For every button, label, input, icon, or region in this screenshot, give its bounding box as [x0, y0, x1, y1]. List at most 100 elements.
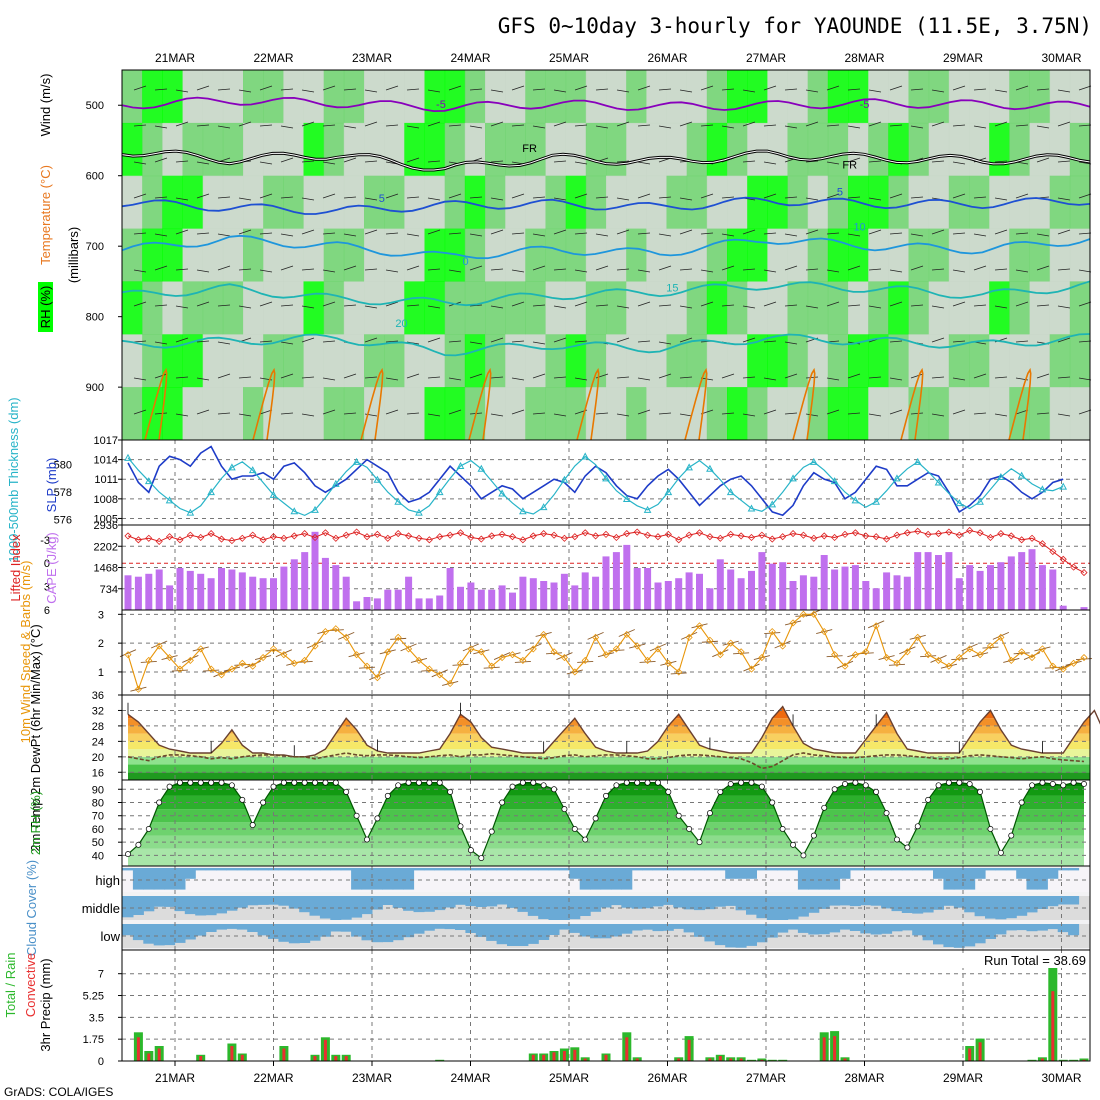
cloud-cell [881, 868, 893, 871]
cloud-cell [849, 924, 861, 931]
wind-barb [658, 304, 672, 307]
cloud-cell [465, 924, 477, 933]
rh-cell [1009, 228, 1030, 282]
wind-barb [994, 305, 1008, 309]
wind-barb [553, 376, 567, 379]
wind-barb [427, 376, 441, 379]
wind-barb [973, 412, 987, 415]
rh-cell [807, 334, 829, 388]
cloud-cell [694, 868, 705, 871]
lifted-index-marker [654, 533, 662, 541]
rh-cell [1009, 334, 1030, 388]
wind-speed-marker [363, 662, 371, 670]
lifted-index-marker [914, 527, 922, 535]
rh-cell [162, 228, 183, 282]
cape-bar [592, 576, 600, 610]
rh-cell [303, 122, 325, 177]
wind-barb [175, 160, 189, 163]
lifted-index-marker [134, 536, 142, 544]
rh-marker [322, 779, 329, 786]
date-label-top: 23MAR [352, 51, 392, 65]
wind-barb [490, 268, 504, 271]
wind-speed-marker [654, 645, 662, 653]
lifted-index-marker [841, 530, 849, 538]
lifted-index-marker [924, 530, 932, 538]
rh-cell [202, 228, 224, 282]
rh-cell [626, 122, 647, 177]
wind-barb [994, 121, 1008, 127]
wind-barb [280, 233, 294, 237]
convective-precip-bar [147, 1053, 151, 1061]
wind-barb [1015, 85, 1029, 91]
rh-cell [444, 70, 466, 124]
rh-cell [989, 70, 1010, 124]
rh-cell [444, 175, 466, 230]
wind-barb [836, 660, 854, 669]
wind-barb [462, 643, 480, 652]
cloud-cell [860, 896, 872, 906]
rh-cell [969, 70, 990, 124]
wind-barb [973, 373, 987, 379]
wind-barb [1015, 301, 1029, 307]
lifted-index-tick-label: 6 [44, 605, 50, 617]
cloud-cell [1036, 924, 1048, 931]
contour-label: 20 [395, 318, 407, 330]
rh-marker [592, 815, 599, 822]
rh-cell [142, 228, 163, 282]
cloud-cell [725, 896, 737, 906]
wind-barb [525, 643, 542, 652]
wind-barb [1057, 337, 1071, 343]
wind-barb [343, 125, 357, 129]
wind-speed-marker [311, 642, 319, 650]
wind-barb [1078, 193, 1092, 199]
thickness-marker [664, 488, 673, 496]
rh-cell [888, 175, 909, 230]
rh-cell [323, 387, 345, 441]
wind-barb [847, 88, 861, 91]
wind-barb [847, 412, 861, 415]
wind-barb [679, 413, 693, 417]
cape-bar [1080, 607, 1088, 610]
rh-cell [807, 70, 829, 124]
cape-bar [228, 569, 236, 610]
wind-speed-marker [186, 656, 194, 664]
thickness-marker [789, 474, 797, 482]
wind-barb [448, 85, 462, 91]
wind-barb [700, 124, 714, 127]
rh-cell [1009, 70, 1030, 124]
wind-barb [511, 124, 525, 127]
rh-cell [122, 281, 143, 335]
cloud-cell [226, 896, 238, 911]
cloud-cell [849, 896, 861, 907]
wind-barb [364, 305, 378, 309]
cloud-cell [631, 896, 643, 909]
wind-barb [847, 265, 861, 271]
wind-barb [889, 124, 903, 127]
wind-barb [637, 377, 651, 381]
cloud-cell [195, 896, 207, 916]
rh-cell [585, 122, 607, 177]
rh-cell [424, 70, 446, 124]
cloud-cell [642, 868, 654, 871]
cloud-cell [392, 868, 404, 890]
wind-barb [994, 376, 1008, 379]
lifted-index-marker [186, 531, 194, 539]
wind-barb [952, 232, 966, 235]
wind-speed-marker [966, 645, 974, 653]
y-tick-label: 2202 [94, 541, 118, 553]
cloud-cell [787, 868, 799, 871]
cape-bar [935, 555, 942, 610]
wind-barb [1078, 377, 1092, 381]
wind-barb [343, 196, 357, 199]
rh-marker [478, 855, 485, 862]
cloud-cell [901, 896, 913, 913]
rh-cell [424, 175, 446, 230]
cloud-cell [1026, 924, 1038, 932]
cape-bar [862, 581, 870, 610]
rh-cell [404, 175, 425, 230]
wind-barb [826, 232, 840, 235]
wind-barb [306, 640, 324, 649]
cape-bar [706, 588, 714, 610]
rh-cell [122, 122, 143, 177]
wind-speed-marker [446, 679, 454, 688]
